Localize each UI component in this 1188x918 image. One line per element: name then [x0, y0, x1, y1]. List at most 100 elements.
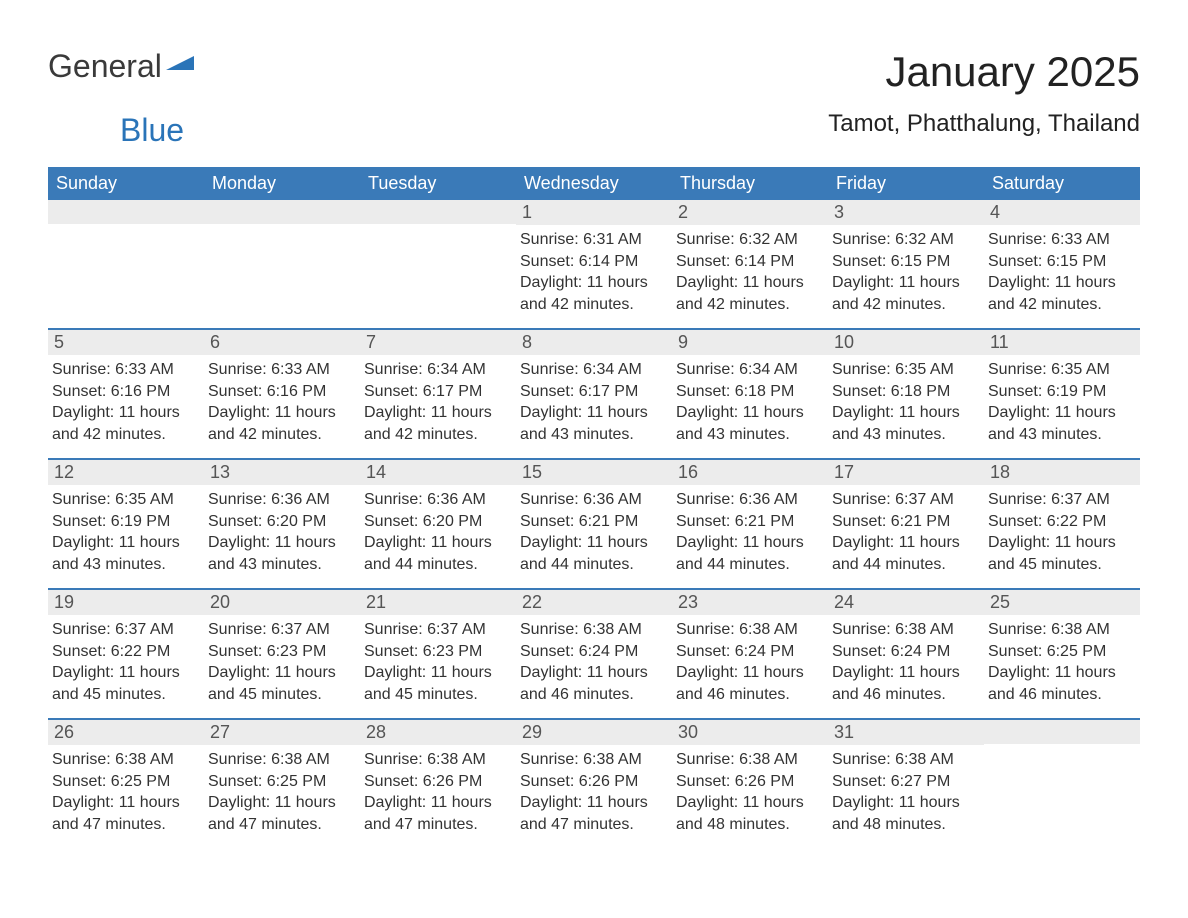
- daylight-text: Daylight: 11 hours and 45 minutes.: [364, 662, 512, 705]
- sunrise-text: Sunrise: 6:33 AM: [208, 359, 356, 381]
- day-body: Sunrise: 6:36 AMSunset: 6:20 PMDaylight:…: [204, 485, 360, 583]
- day-body: Sunrise: 6:31 AMSunset: 6:14 PMDaylight:…: [516, 225, 672, 323]
- day-body: Sunrise: 6:35 AMSunset: 6:19 PMDaylight:…: [984, 355, 1140, 453]
- sunset-text: Sunset: 6:24 PM: [676, 641, 824, 663]
- daylight-text: Daylight: 11 hours and 45 minutes.: [988, 532, 1136, 575]
- title-block: January 2025 Tamot, Phatthalung, Thailan…: [828, 48, 1140, 138]
- day-cell: 1Sunrise: 6:31 AMSunset: 6:14 PMDaylight…: [516, 200, 672, 328]
- week-row: 1Sunrise: 6:31 AMSunset: 6:14 PMDaylight…: [48, 200, 1140, 328]
- day-body: Sunrise: 6:38 AMSunset: 6:25 PMDaylight:…: [48, 745, 204, 843]
- day-body: Sunrise: 6:36 AMSunset: 6:21 PMDaylight:…: [516, 485, 672, 583]
- day-body: [204, 224, 360, 236]
- day-body: Sunrise: 6:33 AMSunset: 6:16 PMDaylight:…: [48, 355, 204, 453]
- logo-text-general: General: [48, 48, 162, 85]
- sunset-text: Sunset: 6:26 PM: [364, 771, 512, 793]
- day-cell: 12Sunrise: 6:35 AMSunset: 6:19 PMDayligh…: [48, 460, 204, 588]
- sunset-text: Sunset: 6:17 PM: [364, 381, 512, 403]
- daylight-text: Daylight: 11 hours and 44 minutes.: [832, 532, 980, 575]
- sunrise-text: Sunrise: 6:35 AM: [52, 489, 200, 511]
- day-number: 23: [672, 590, 828, 615]
- daylight-text: Daylight: 11 hours and 44 minutes.: [520, 532, 668, 575]
- sunrise-text: Sunrise: 6:38 AM: [832, 619, 980, 641]
- daylight-text: Daylight: 11 hours and 42 minutes.: [52, 402, 200, 445]
- location-subtitle: Tamot, Phatthalung, Thailand: [828, 110, 1140, 138]
- day-number: 15: [516, 460, 672, 485]
- sunrise-text: Sunrise: 6:38 AM: [520, 619, 668, 641]
- sunset-text: Sunset: 6:25 PM: [208, 771, 356, 793]
- daylight-text: Daylight: 11 hours and 44 minutes.: [676, 532, 824, 575]
- day-number: [360, 200, 516, 224]
- day-cell: 15Sunrise: 6:36 AMSunset: 6:21 PMDayligh…: [516, 460, 672, 588]
- sunset-text: Sunset: 6:21 PM: [676, 511, 824, 533]
- sunset-text: Sunset: 6:18 PM: [832, 381, 980, 403]
- day-body: Sunrise: 6:32 AMSunset: 6:14 PMDaylight:…: [672, 225, 828, 323]
- day-number: [984, 720, 1140, 744]
- daylight-text: Daylight: 11 hours and 46 minutes.: [520, 662, 668, 705]
- day-number: 17: [828, 460, 984, 485]
- sunset-text: Sunset: 6:21 PM: [520, 511, 668, 533]
- day-number: 18: [984, 460, 1140, 485]
- day-number: 1: [516, 200, 672, 225]
- day-cell: 8Sunrise: 6:34 AMSunset: 6:17 PMDaylight…: [516, 330, 672, 458]
- daylight-text: Daylight: 11 hours and 43 minutes.: [832, 402, 980, 445]
- day-body: Sunrise: 6:37 AMSunset: 6:21 PMDaylight:…: [828, 485, 984, 583]
- day-body: Sunrise: 6:38 AMSunset: 6:25 PMDaylight:…: [984, 615, 1140, 713]
- sunrise-text: Sunrise: 6:36 AM: [676, 489, 824, 511]
- sunrise-text: Sunrise: 6:37 AM: [208, 619, 356, 641]
- sunrise-text: Sunrise: 6:37 AM: [364, 619, 512, 641]
- day-cell: 30Sunrise: 6:38 AMSunset: 6:26 PMDayligh…: [672, 720, 828, 848]
- sunrise-text: Sunrise: 6:38 AM: [520, 749, 668, 771]
- sunset-text: Sunset: 6:16 PM: [52, 381, 200, 403]
- sunset-text: Sunset: 6:18 PM: [676, 381, 824, 403]
- day-body: [360, 224, 516, 236]
- daylight-text: Daylight: 11 hours and 46 minutes.: [832, 662, 980, 705]
- day-body: Sunrise: 6:37 AMSunset: 6:23 PMDaylight:…: [204, 615, 360, 713]
- sunrise-text: Sunrise: 6:35 AM: [832, 359, 980, 381]
- sunset-text: Sunset: 6:19 PM: [988, 381, 1136, 403]
- day-cell: 19Sunrise: 6:37 AMSunset: 6:22 PMDayligh…: [48, 590, 204, 718]
- daylight-text: Daylight: 11 hours and 47 minutes.: [208, 792, 356, 835]
- sunset-text: Sunset: 6:14 PM: [676, 251, 824, 273]
- daylight-text: Daylight: 11 hours and 43 minutes.: [520, 402, 668, 445]
- day-body: Sunrise: 6:33 AMSunset: 6:15 PMDaylight:…: [984, 225, 1140, 323]
- day-body: Sunrise: 6:36 AMSunset: 6:20 PMDaylight:…: [360, 485, 516, 583]
- day-cell: 24Sunrise: 6:38 AMSunset: 6:24 PMDayligh…: [828, 590, 984, 718]
- sunset-text: Sunset: 6:22 PM: [52, 641, 200, 663]
- sunset-text: Sunset: 6:20 PM: [208, 511, 356, 533]
- day-cell: [360, 200, 516, 328]
- day-body: [984, 744, 1140, 756]
- day-cell: 25Sunrise: 6:38 AMSunset: 6:25 PMDayligh…: [984, 590, 1140, 718]
- day-cell: 2Sunrise: 6:32 AMSunset: 6:14 PMDaylight…: [672, 200, 828, 328]
- day-body: Sunrise: 6:35 AMSunset: 6:19 PMDaylight:…: [48, 485, 204, 583]
- day-cell: 5Sunrise: 6:33 AMSunset: 6:16 PMDaylight…: [48, 330, 204, 458]
- day-number: [204, 200, 360, 224]
- logo: General: [48, 48, 194, 85]
- sunset-text: Sunset: 6:19 PM: [52, 511, 200, 533]
- day-number: 4: [984, 200, 1140, 225]
- daylight-text: Daylight: 11 hours and 43 minutes.: [676, 402, 824, 445]
- day-number: 28: [360, 720, 516, 745]
- day-cell: 23Sunrise: 6:38 AMSunset: 6:24 PMDayligh…: [672, 590, 828, 718]
- day-cell: 16Sunrise: 6:36 AMSunset: 6:21 PMDayligh…: [672, 460, 828, 588]
- sunrise-text: Sunrise: 6:38 AM: [364, 749, 512, 771]
- daylight-text: Daylight: 11 hours and 48 minutes.: [676, 792, 824, 835]
- weekday-header: Thursday: [672, 167, 828, 200]
- day-number: 29: [516, 720, 672, 745]
- day-number: 3: [828, 200, 984, 225]
- day-number: 10: [828, 330, 984, 355]
- week-row: 12Sunrise: 6:35 AMSunset: 6:19 PMDayligh…: [48, 458, 1140, 588]
- day-number: 7: [360, 330, 516, 355]
- week-row: 5Sunrise: 6:33 AMSunset: 6:16 PMDaylight…: [48, 328, 1140, 458]
- day-cell: 21Sunrise: 6:37 AMSunset: 6:23 PMDayligh…: [360, 590, 516, 718]
- weekday-header: Monday: [204, 167, 360, 200]
- sunrise-text: Sunrise: 6:37 AM: [832, 489, 980, 511]
- day-cell: 22Sunrise: 6:38 AMSunset: 6:24 PMDayligh…: [516, 590, 672, 718]
- sunrise-text: Sunrise: 6:32 AM: [832, 229, 980, 251]
- day-number: 14: [360, 460, 516, 485]
- sunrise-text: Sunrise: 6:34 AM: [364, 359, 512, 381]
- sunset-text: Sunset: 6:15 PM: [832, 251, 980, 273]
- day-cell: 3Sunrise: 6:32 AMSunset: 6:15 PMDaylight…: [828, 200, 984, 328]
- day-number: 24: [828, 590, 984, 615]
- day-cell: 29Sunrise: 6:38 AMSunset: 6:26 PMDayligh…: [516, 720, 672, 848]
- sunset-text: Sunset: 6:17 PM: [520, 381, 668, 403]
